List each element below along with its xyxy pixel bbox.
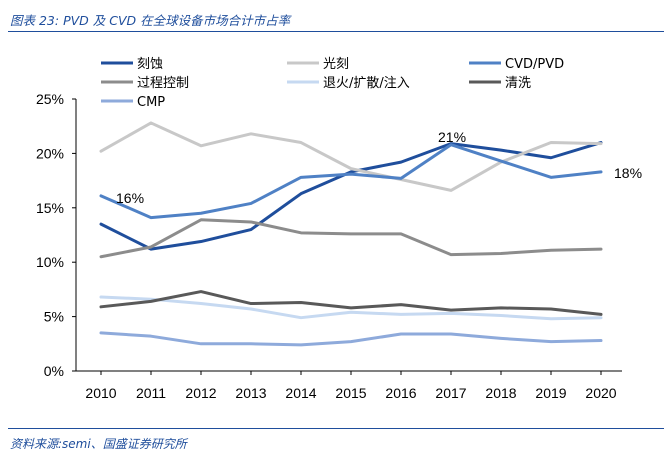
legend-label: 光刻 <box>323 57 349 72</box>
data-label-annotation: 16% <box>116 190 144 206</box>
figure-caption: 图表 23: PVD 及 CVD 在全球设备市场合计市占率 <box>8 2 664 32</box>
source-note-text: 资料来源:semi、国盛证券研究所 <box>10 437 187 451</box>
data-label-annotation: 18% <box>614 165 642 181</box>
x-tick-label: 2016 <box>385 385 416 401</box>
source-note: 资料来源:semi、国盛证券研究所 <box>8 428 664 456</box>
x-tick-label: 2019 <box>535 385 566 401</box>
data-label-annotation: 21% <box>438 129 466 145</box>
series-line-2 <box>99 143 603 220</box>
x-tick-label: 2017 <box>435 385 466 401</box>
x-tick-label: 2015 <box>335 385 366 401</box>
series-line-6 <box>99 331 603 347</box>
figure-caption-text: 图表 23: PVD 及 CVD 在全球设备市场合计市占率 <box>10 13 291 28</box>
x-tick-label: 2013 <box>235 385 266 401</box>
x-tick-label: 2014 <box>285 385 316 401</box>
x-tick-label: 2010 <box>85 385 116 401</box>
x-tick-label: 2018 <box>485 385 516 401</box>
y-tick-label: 0% <box>44 363 64 379</box>
y-tick-label: 25% <box>36 91 64 107</box>
y-tick-label: 10% <box>36 254 64 270</box>
legend-label: 退火/扩散/注入 <box>323 76 410 91</box>
legend-label: CMP <box>137 95 165 110</box>
x-tick-label: 2020 <box>585 385 616 401</box>
series-line-0 <box>99 141 603 251</box>
legend-label: CVD/PVD <box>505 57 564 72</box>
y-tick-label: 5% <box>44 309 64 325</box>
series-line-4 <box>99 295 603 321</box>
legend-label: 刻蚀 <box>137 57 163 72</box>
y-tick-label: 20% <box>36 145 64 161</box>
x-tick-label: 2011 <box>136 385 166 401</box>
series-line-1 <box>99 121 603 192</box>
legend-label: 过程控制 <box>137 76 189 91</box>
series-line-3 <box>99 218 603 259</box>
legend-label: 清洗 <box>505 76 531 91</box>
series-line-5 <box>99 290 603 316</box>
x-tick-label: 2012 <box>185 385 216 401</box>
y-tick-label: 15% <box>36 200 64 216</box>
